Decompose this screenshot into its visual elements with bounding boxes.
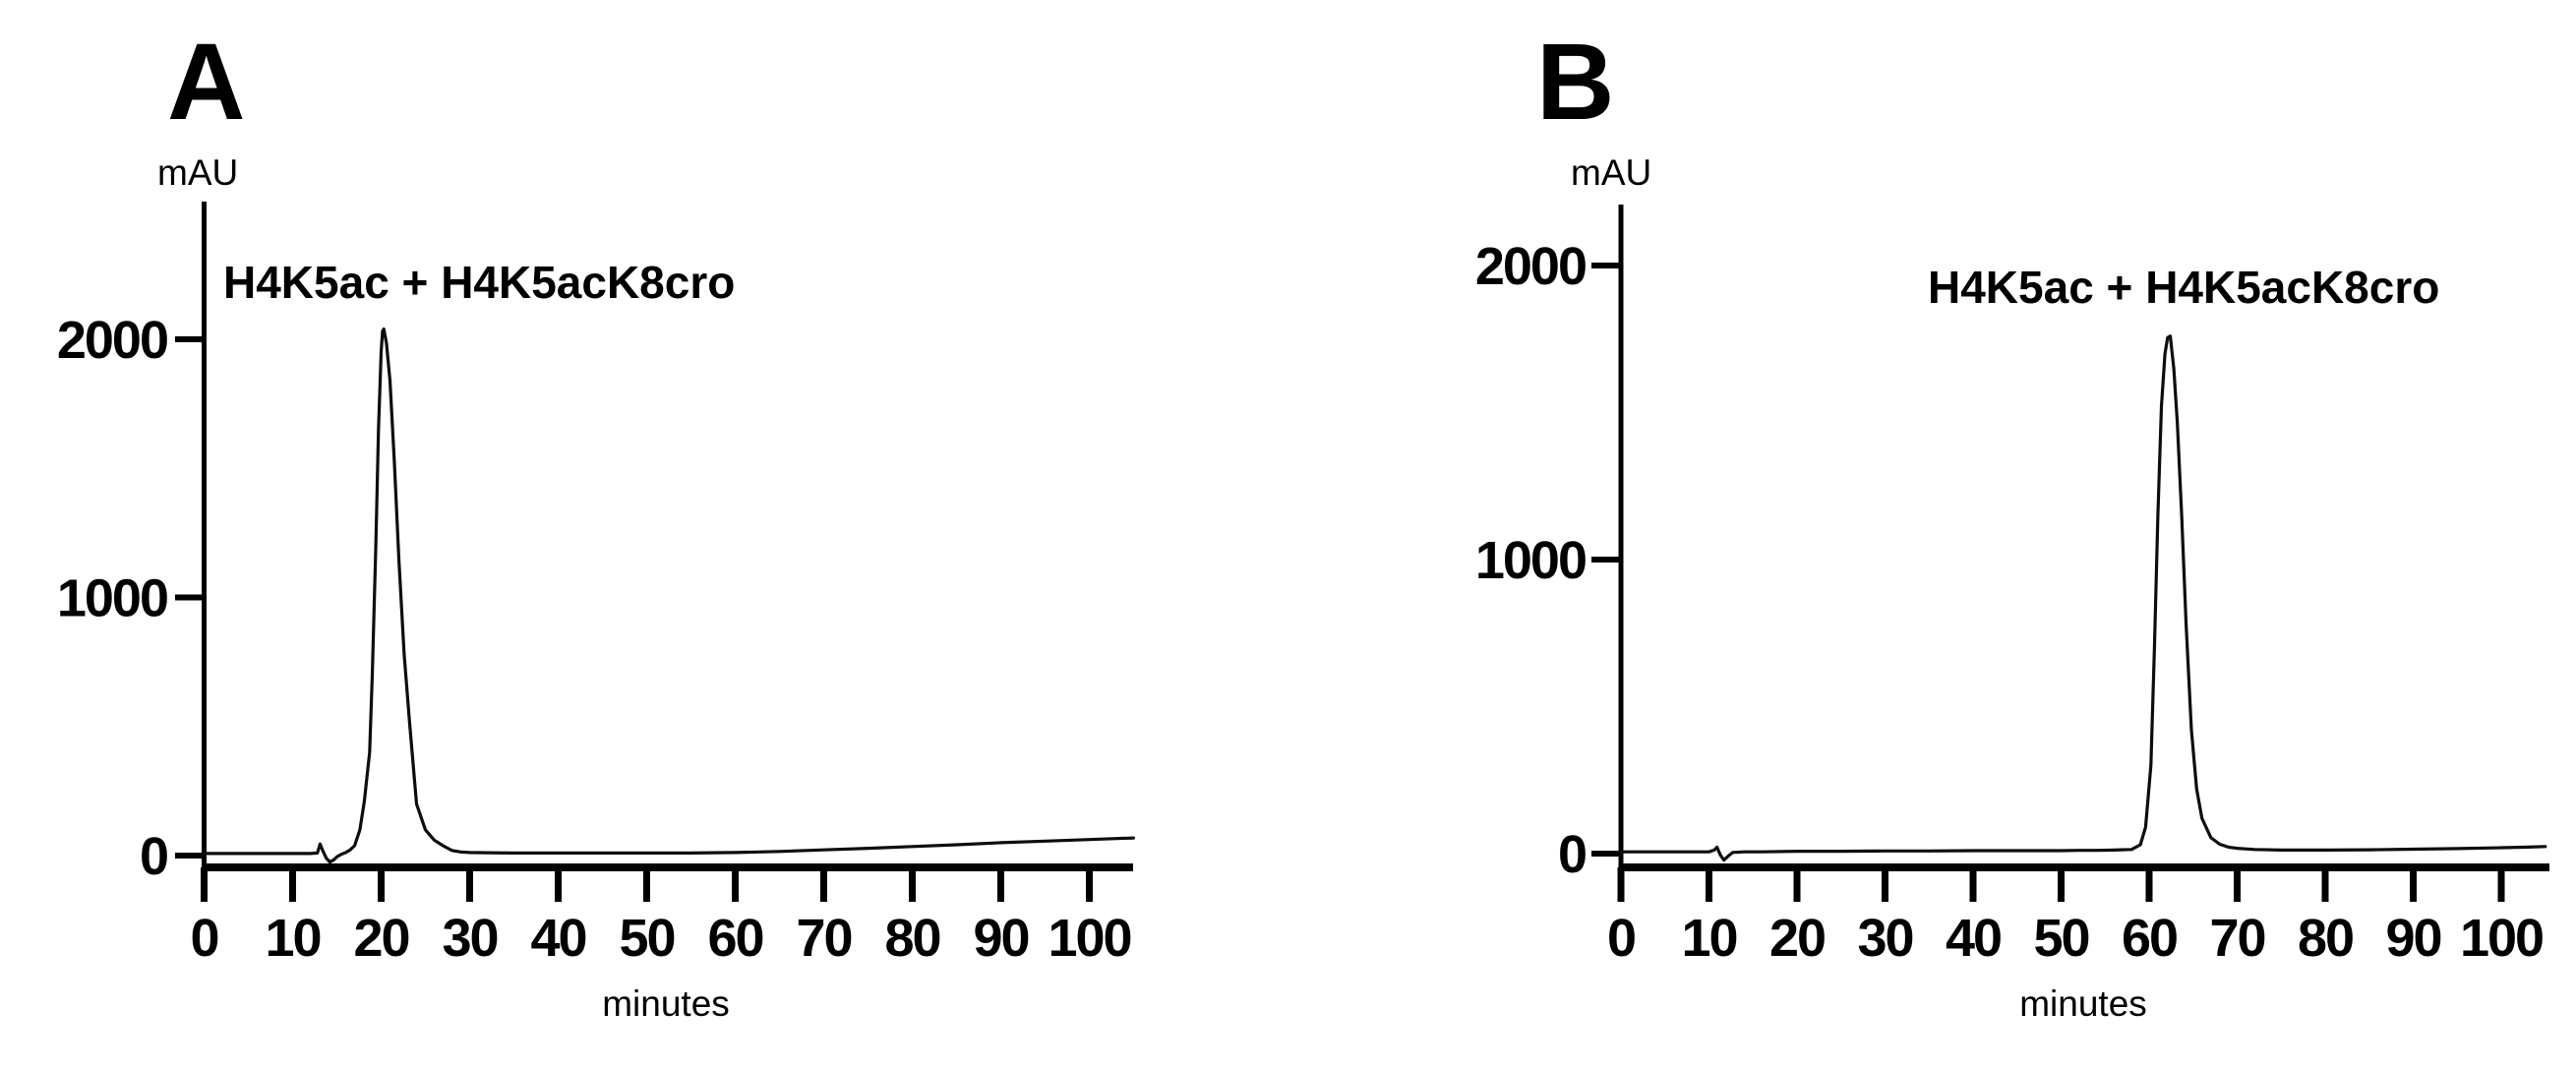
x-tick-label: 40 [530,909,585,968]
x-tick-label: 70 [796,909,851,968]
x-tick-label: 0 [190,909,217,968]
chromatogram-trace-b [1619,334,2547,862]
x-tick-label: 20 [353,909,408,968]
x-tick-label: 70 [2209,909,2264,968]
y-tick-label: 1000 [57,569,167,628]
y-tick-label: 0 [140,827,167,886]
panel-a-peak-annotation: H4K5ac + H4K5acK8cro [223,257,736,308]
x-tick-label: 90 [2385,909,2440,968]
panel-a-y-unit-label: mAU [157,152,239,193]
panel-a-x-axis-title: minutes [602,983,730,1024]
x-tick-label: 100 [2460,909,2543,968]
panel-b-peak-annotation: H4K5ac + H4K5acK8cro [1928,262,2440,313]
panel-b-y-unit-label: mAU [1571,152,1652,193]
panel-b-letter: B [1536,22,1615,143]
panel-b-x-axis-title: minutes [2019,983,2147,1024]
x-tick-label: 80 [2298,909,2353,968]
panel-a-letter: A [167,22,246,143]
y-tick-label: 0 [1558,825,1586,884]
x-tick-label: 80 [884,909,939,968]
y-tick-label: 1000 [1475,531,1586,590]
x-tick-label: 40 [1946,909,2001,968]
y-tick-label: 2000 [57,311,167,370]
x-tick-label: 10 [1681,909,1736,968]
x-tick-label: 50 [619,909,674,968]
x-tick-label: 90 [973,909,1028,968]
x-tick-label: 50 [2033,909,2088,968]
x-tick-label: 60 [2122,909,2177,968]
x-tick-label: 60 [707,909,762,968]
x-tick-label: 20 [1769,909,1825,968]
x-tick-label: 30 [442,909,497,968]
x-tick-label: 30 [1857,909,1912,968]
x-tick-label: 0 [1607,909,1635,968]
x-tick-label: 100 [1048,909,1130,968]
x-tick-label: 10 [265,909,320,968]
y-tick-label: 2000 [1475,237,1586,296]
chromatogram-trace-a [202,326,1136,864]
